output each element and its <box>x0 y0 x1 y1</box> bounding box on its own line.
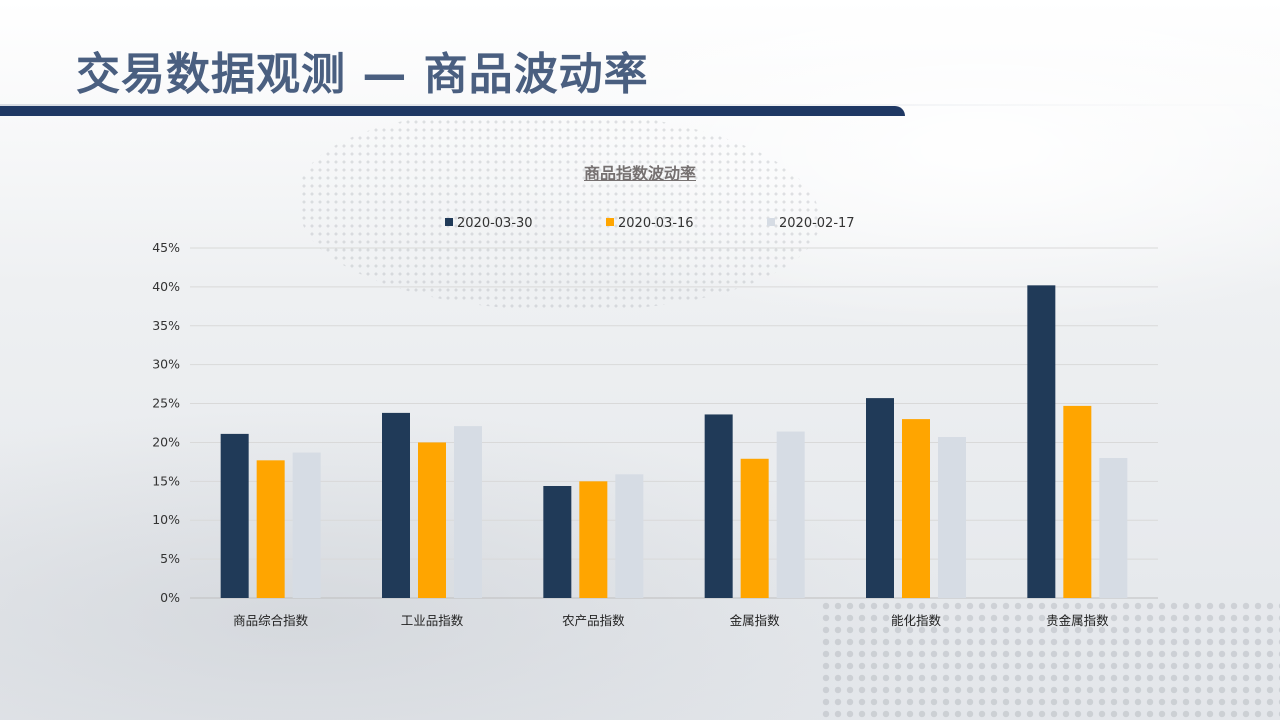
title-accent-bar <box>0 106 905 116</box>
y-tick-label: 40% <box>152 279 180 294</box>
x-category-label: 工业品指数 <box>401 613 464 628</box>
bar <box>1027 285 1056 598</box>
legend-label-series-2: 2020-03-16 <box>618 216 694 231</box>
y-tick-label: 10% <box>152 512 180 527</box>
chart-legend: 2020-03-30 2020-03-16 2020-02-17 <box>0 216 1280 236</box>
y-tick-label: 15% <box>152 473 180 488</box>
legend-item-series-1: 2020-03-30 <box>445 216 533 231</box>
x-category-label: 农产品指数 <box>562 613 625 628</box>
bar <box>543 486 572 598</box>
bar <box>866 398 894 598</box>
x-category-label: 能化指数 <box>891 613 942 628</box>
chart-title: 商品指数波动率 <box>0 160 1280 184</box>
y-tick-label: 35% <box>152 318 180 333</box>
bar <box>418 442 446 598</box>
bar <box>704 414 733 598</box>
y-tick-label: 0% <box>160 590 180 605</box>
page-title: 交易数据观测 — 商品波动率 <box>76 49 649 100</box>
x-category-label: 贵金属指数 <box>1046 613 1109 628</box>
bar <box>256 460 285 598</box>
dot-pattern-decoration <box>820 600 1280 720</box>
y-tick-label: 25% <box>152 396 180 411</box>
legend-swatch-series-1 <box>445 218 453 226</box>
x-category-label: 商品综合指数 <box>233 613 309 628</box>
bar <box>292 452 321 598</box>
legend-item-series-3: 2020-02-17 <box>767 216 855 231</box>
x-category-label: 金属指数 <box>730 613 781 628</box>
legend-swatch-series-2 <box>606 218 614 226</box>
legend-item-series-2: 2020-03-16 <box>606 216 694 231</box>
title-divider-line <box>0 104 1280 106</box>
bar <box>1099 458 1128 598</box>
bar <box>1063 405 1092 598</box>
bar <box>220 433 249 598</box>
y-tick-label: 5% <box>160 551 180 566</box>
bar <box>938 437 966 598</box>
bar <box>740 458 769 598</box>
y-tick-label: 30% <box>152 357 180 372</box>
y-tick-label: 45% <box>152 240 180 255</box>
y-tick-label: 20% <box>152 434 180 449</box>
chart-title-text: 商品指数波动率 <box>583 164 696 183</box>
legend-label-series-1: 2020-03-30 <box>457 216 533 231</box>
bar <box>382 412 410 598</box>
legend-label-series-3: 2020-02-17 <box>779 216 855 231</box>
legend-swatch-series-3 <box>767 218 775 226</box>
world-map-dots-decoration <box>300 110 820 310</box>
bar <box>615 474 644 598</box>
bar <box>579 481 608 598</box>
bar <box>454 426 482 598</box>
bar <box>902 419 930 598</box>
bar <box>776 431 805 598</box>
